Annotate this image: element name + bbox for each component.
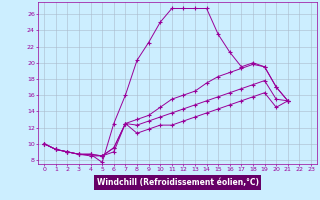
X-axis label: Windchill (Refroidissement éolien,°C): Windchill (Refroidissement éolien,°C): [97, 178, 259, 187]
